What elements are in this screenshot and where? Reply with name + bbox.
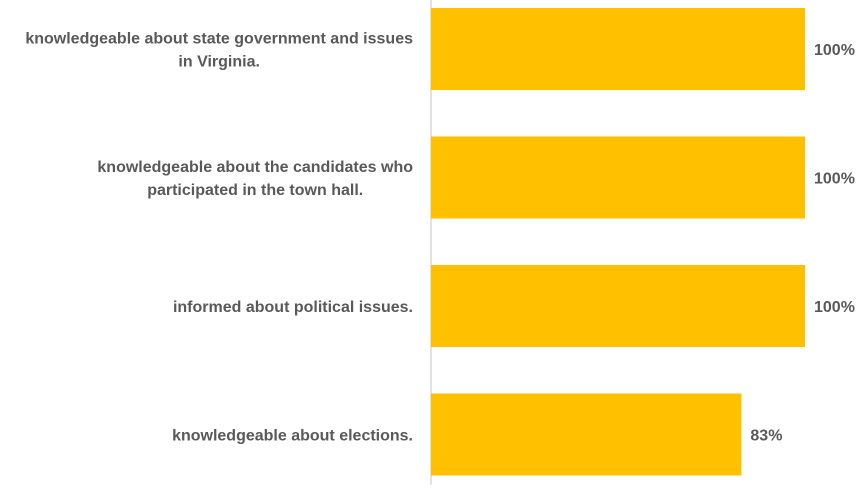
value-label-1: 100% <box>814 42 855 59</box>
bar-3 <box>431 265 805 347</box>
category-label-line: in Virginia. <box>178 54 260 71</box>
value-label-4: 83% <box>750 428 782 445</box>
category-label-3: informed about political issues. <box>173 299 413 316</box>
category-label-1: knowledgeable about state government and… <box>25 31 413 71</box>
bar-4 <box>431 393 742 476</box>
bar-1 <box>431 8 805 90</box>
value-label-2: 100% <box>814 171 855 188</box>
category-label-line: knowledgeable about elections. <box>172 428 413 445</box>
value-label-3: 100% <box>814 299 855 316</box>
bar-2 <box>431 136 805 219</box>
category-label-line: knowledgeable about the candidates who <box>97 159 413 176</box>
category-label-2: knowledgeable about the candidates who pa… <box>97 159 413 199</box>
category-label-line: knowledgeable about state government and… <box>25 31 413 48</box>
category-label-line: participated in the town hall. <box>147 182 363 199</box>
category-label-line: informed about political issues. <box>173 299 413 316</box>
category-label-4: knowledgeable about elections. <box>172 428 413 445</box>
